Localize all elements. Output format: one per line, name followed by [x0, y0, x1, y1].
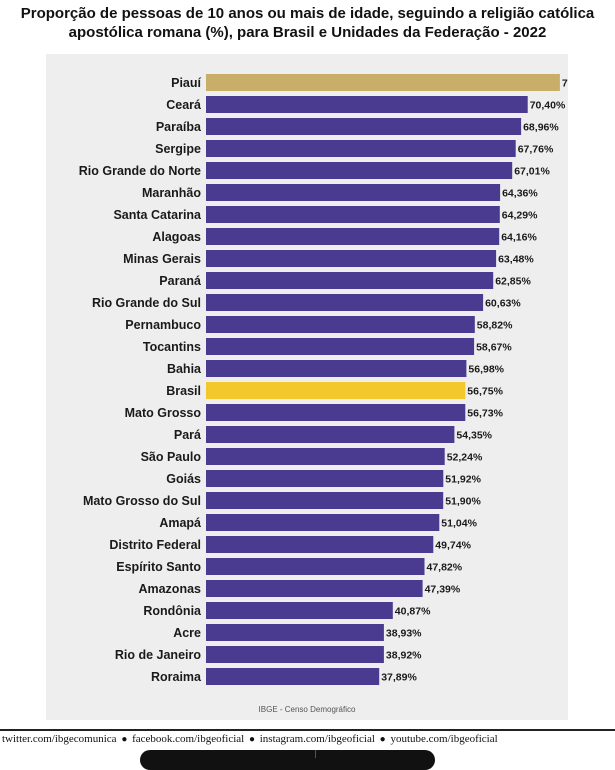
- value-label: 38,92%: [386, 650, 422, 662]
- source-note: IBGE - Censo Demográfico: [258, 705, 356, 714]
- category-label: Rio de Janeiro: [115, 648, 201, 662]
- category-label: Bahia: [167, 362, 202, 376]
- category-label: Distrito Federal: [109, 538, 201, 552]
- category-label: Mato Grosso do Sul: [83, 494, 201, 508]
- separator-dot: ●: [121, 734, 128, 745]
- bar: [206, 360, 467, 377]
- category-label: Sergipe: [155, 142, 201, 156]
- bar: [206, 96, 528, 113]
- category-label: Tocantins: [143, 340, 201, 354]
- twitter-link[interactable]: twitter.com/ibgecomunica: [2, 733, 117, 745]
- bar: [206, 272, 494, 289]
- category-label: Amazonas: [138, 582, 201, 596]
- value-label: 60,63%: [485, 298, 521, 310]
- category-label: São Paulo: [141, 450, 202, 464]
- value-label: 67,01%: [514, 166, 550, 178]
- bar: [206, 140, 516, 157]
- value-label: 40,87%: [395, 606, 431, 618]
- value-label: 47,82%: [427, 562, 463, 574]
- category-label: Amapá: [159, 516, 201, 530]
- value-label: 77,43%: [562, 78, 568, 90]
- bar: [206, 404, 466, 421]
- category-label: Pará: [174, 428, 201, 442]
- value-label: 56,75%: [467, 386, 503, 398]
- category-label: Alagoas: [152, 230, 201, 244]
- value-label: 62,85%: [495, 276, 531, 288]
- value-label: 54,35%: [456, 430, 492, 442]
- value-label: 37,89%: [381, 672, 417, 684]
- bar: [206, 646, 384, 663]
- bar: [206, 118, 522, 135]
- value-label: 56,73%: [467, 408, 503, 420]
- footer-divider: [0, 729, 615, 731]
- bar: [206, 558, 425, 575]
- category-label: Rio Grande do Norte: [79, 164, 201, 178]
- category-label: Acre: [173, 626, 201, 640]
- value-label: 51,92%: [445, 474, 481, 486]
- value-label: 47,39%: [425, 584, 461, 596]
- bar: [206, 580, 423, 597]
- value-label: 51,04%: [441, 518, 477, 530]
- value-label: 63,48%: [498, 254, 534, 266]
- bar: [206, 338, 475, 355]
- category-label: Pernambuco: [125, 318, 201, 332]
- category-label: Santa Catarina: [113, 208, 202, 222]
- value-label: 38,93%: [386, 628, 422, 640]
- instagram-link[interactable]: instagram.com/ibgeoficial: [259, 733, 375, 745]
- bar: [206, 514, 440, 531]
- bar: [206, 294, 484, 311]
- bar: [206, 470, 444, 487]
- value-label: 68,96%: [523, 122, 559, 134]
- value-label: 49,74%: [435, 540, 471, 552]
- bar: [206, 668, 380, 685]
- bar: [206, 426, 455, 443]
- category-label: Minas Gerais: [123, 252, 201, 266]
- bar-chart: Piauí 77,43% Ceará 70,40% Paraíba 68,96% Sergi…: [79, 74, 568, 685]
- bar: [206, 184, 501, 201]
- youtube-link[interactable]: youtube.com/ibgeoficial: [390, 733, 498, 745]
- bar: [206, 228, 500, 245]
- value-label: 58,67%: [476, 342, 512, 354]
- chart-card: Piauí 77,43% Ceará 70,40% Paraíba 68,96% Sergi…: [46, 54, 568, 720]
- value-label: 70,40%: [530, 100, 566, 112]
- category-label: Espírito Santo: [116, 560, 201, 574]
- category-label: Rondônia: [143, 604, 202, 618]
- value-label: 56,98%: [468, 364, 504, 376]
- category-label: Ceará: [166, 98, 201, 112]
- category-label: Rio Grande do Sul: [92, 296, 201, 310]
- bar: [206, 162, 513, 179]
- bar: [206, 536, 434, 553]
- bar: [206, 624, 384, 641]
- value-label: 58,82%: [477, 320, 513, 332]
- bar: [206, 316, 475, 333]
- bar: [206, 448, 445, 465]
- bar: [206, 250, 497, 267]
- social-links-footer: twitter.com/ibgecomunica ● facebook.com/…: [2, 733, 614, 745]
- category-label: Paraíba: [156, 120, 202, 134]
- category-label: Brasil: [166, 384, 201, 398]
- value-label: 51,90%: [445, 496, 481, 508]
- value-label: 64,29%: [502, 210, 538, 222]
- category-label: Piauí: [171, 76, 201, 90]
- facebook-link[interactable]: facebook.com/ibgeoficial: [132, 733, 245, 745]
- separator-dot: ●: [248, 734, 255, 745]
- value-label: 64,36%: [502, 188, 538, 200]
- category-label: Roraima: [151, 670, 202, 684]
- value-label: 64,16%: [501, 232, 537, 244]
- bar: [206, 382, 466, 399]
- bar: [206, 206, 500, 223]
- bottom-navigation-bar[interactable]: [140, 750, 435, 770]
- bar: [206, 602, 393, 619]
- bar: [206, 74, 560, 91]
- chart-title: Proporção de pessoas de 10 anos ou mais …: [20, 5, 595, 41]
- bar: [206, 492, 444, 509]
- value-label: 67,76%: [518, 144, 554, 156]
- category-label: Maranhão: [142, 186, 201, 200]
- category-label: Mato Grosso: [125, 406, 202, 420]
- category-label: Paraná: [159, 274, 201, 288]
- value-label: 52,24%: [447, 452, 483, 464]
- separator-dot: ●: [379, 734, 386, 745]
- category-label: Goiás: [166, 472, 201, 486]
